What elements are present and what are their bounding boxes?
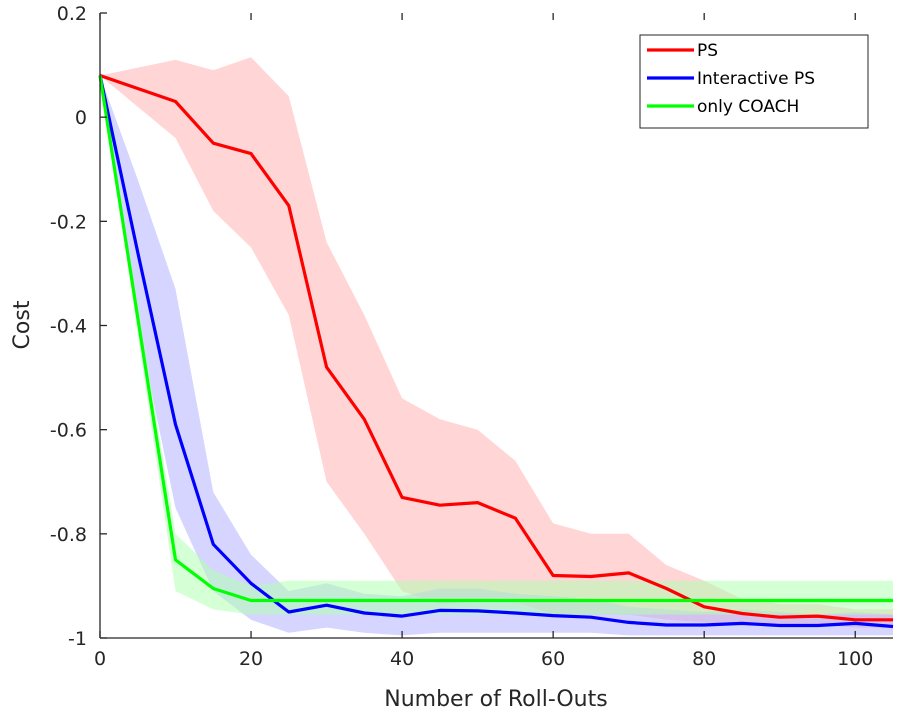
x-tick-label: 0 — [94, 648, 106, 670]
y-axis-title: Cost — [10, 300, 35, 349]
y-tick-label: -0.8 — [50, 524, 87, 546]
tick-labels: 0 20 40 60 80 100 -1 -0.8 -0.6 -0.4 -0.2 0 0.2 — [50, 3, 873, 670]
x-tick-label: 100 — [837, 648, 873, 670]
y-tick-label: -0.2 — [50, 211, 87, 233]
only-coach-line — [98, 75, 893, 603]
only-coach-legend-label: only COACH — [697, 97, 799, 117]
y-tick-label: 0.2 — [57, 3, 87, 25]
ps-band — [100, 57, 893, 628]
x-tick-label: 20 — [239, 648, 263, 670]
y-tick-label: -0.4 — [50, 316, 87, 338]
y-tick-label: -0.6 — [50, 420, 87, 442]
only-coach-band — [100, 75, 893, 615]
ps-legend-label: PS — [697, 41, 718, 61]
x-tick-label: 60 — [541, 648, 565, 670]
x-axis-title: Number of Roll-Outs — [384, 687, 607, 712]
y-tick-label: -1 — [68, 628, 87, 650]
legend: PS Interactive PS only COACH — [639, 34, 869, 129]
confidence-bands — [100, 57, 893, 636]
tick-marks — [99, 12, 856, 639]
x-tick-label: 40 — [390, 648, 414, 670]
y-tick-label: 0 — [75, 107, 87, 129]
x-tick-label: 80 — [692, 648, 716, 670]
interactive-ps-line — [98, 75, 894, 629]
series-lines — [98, 73, 894, 629]
ps-line — [99, 73, 893, 622]
interactive-ps-legend-label: Interactive PS — [697, 69, 815, 89]
legend-items: PS Interactive PS only COACH — [647, 41, 815, 117]
